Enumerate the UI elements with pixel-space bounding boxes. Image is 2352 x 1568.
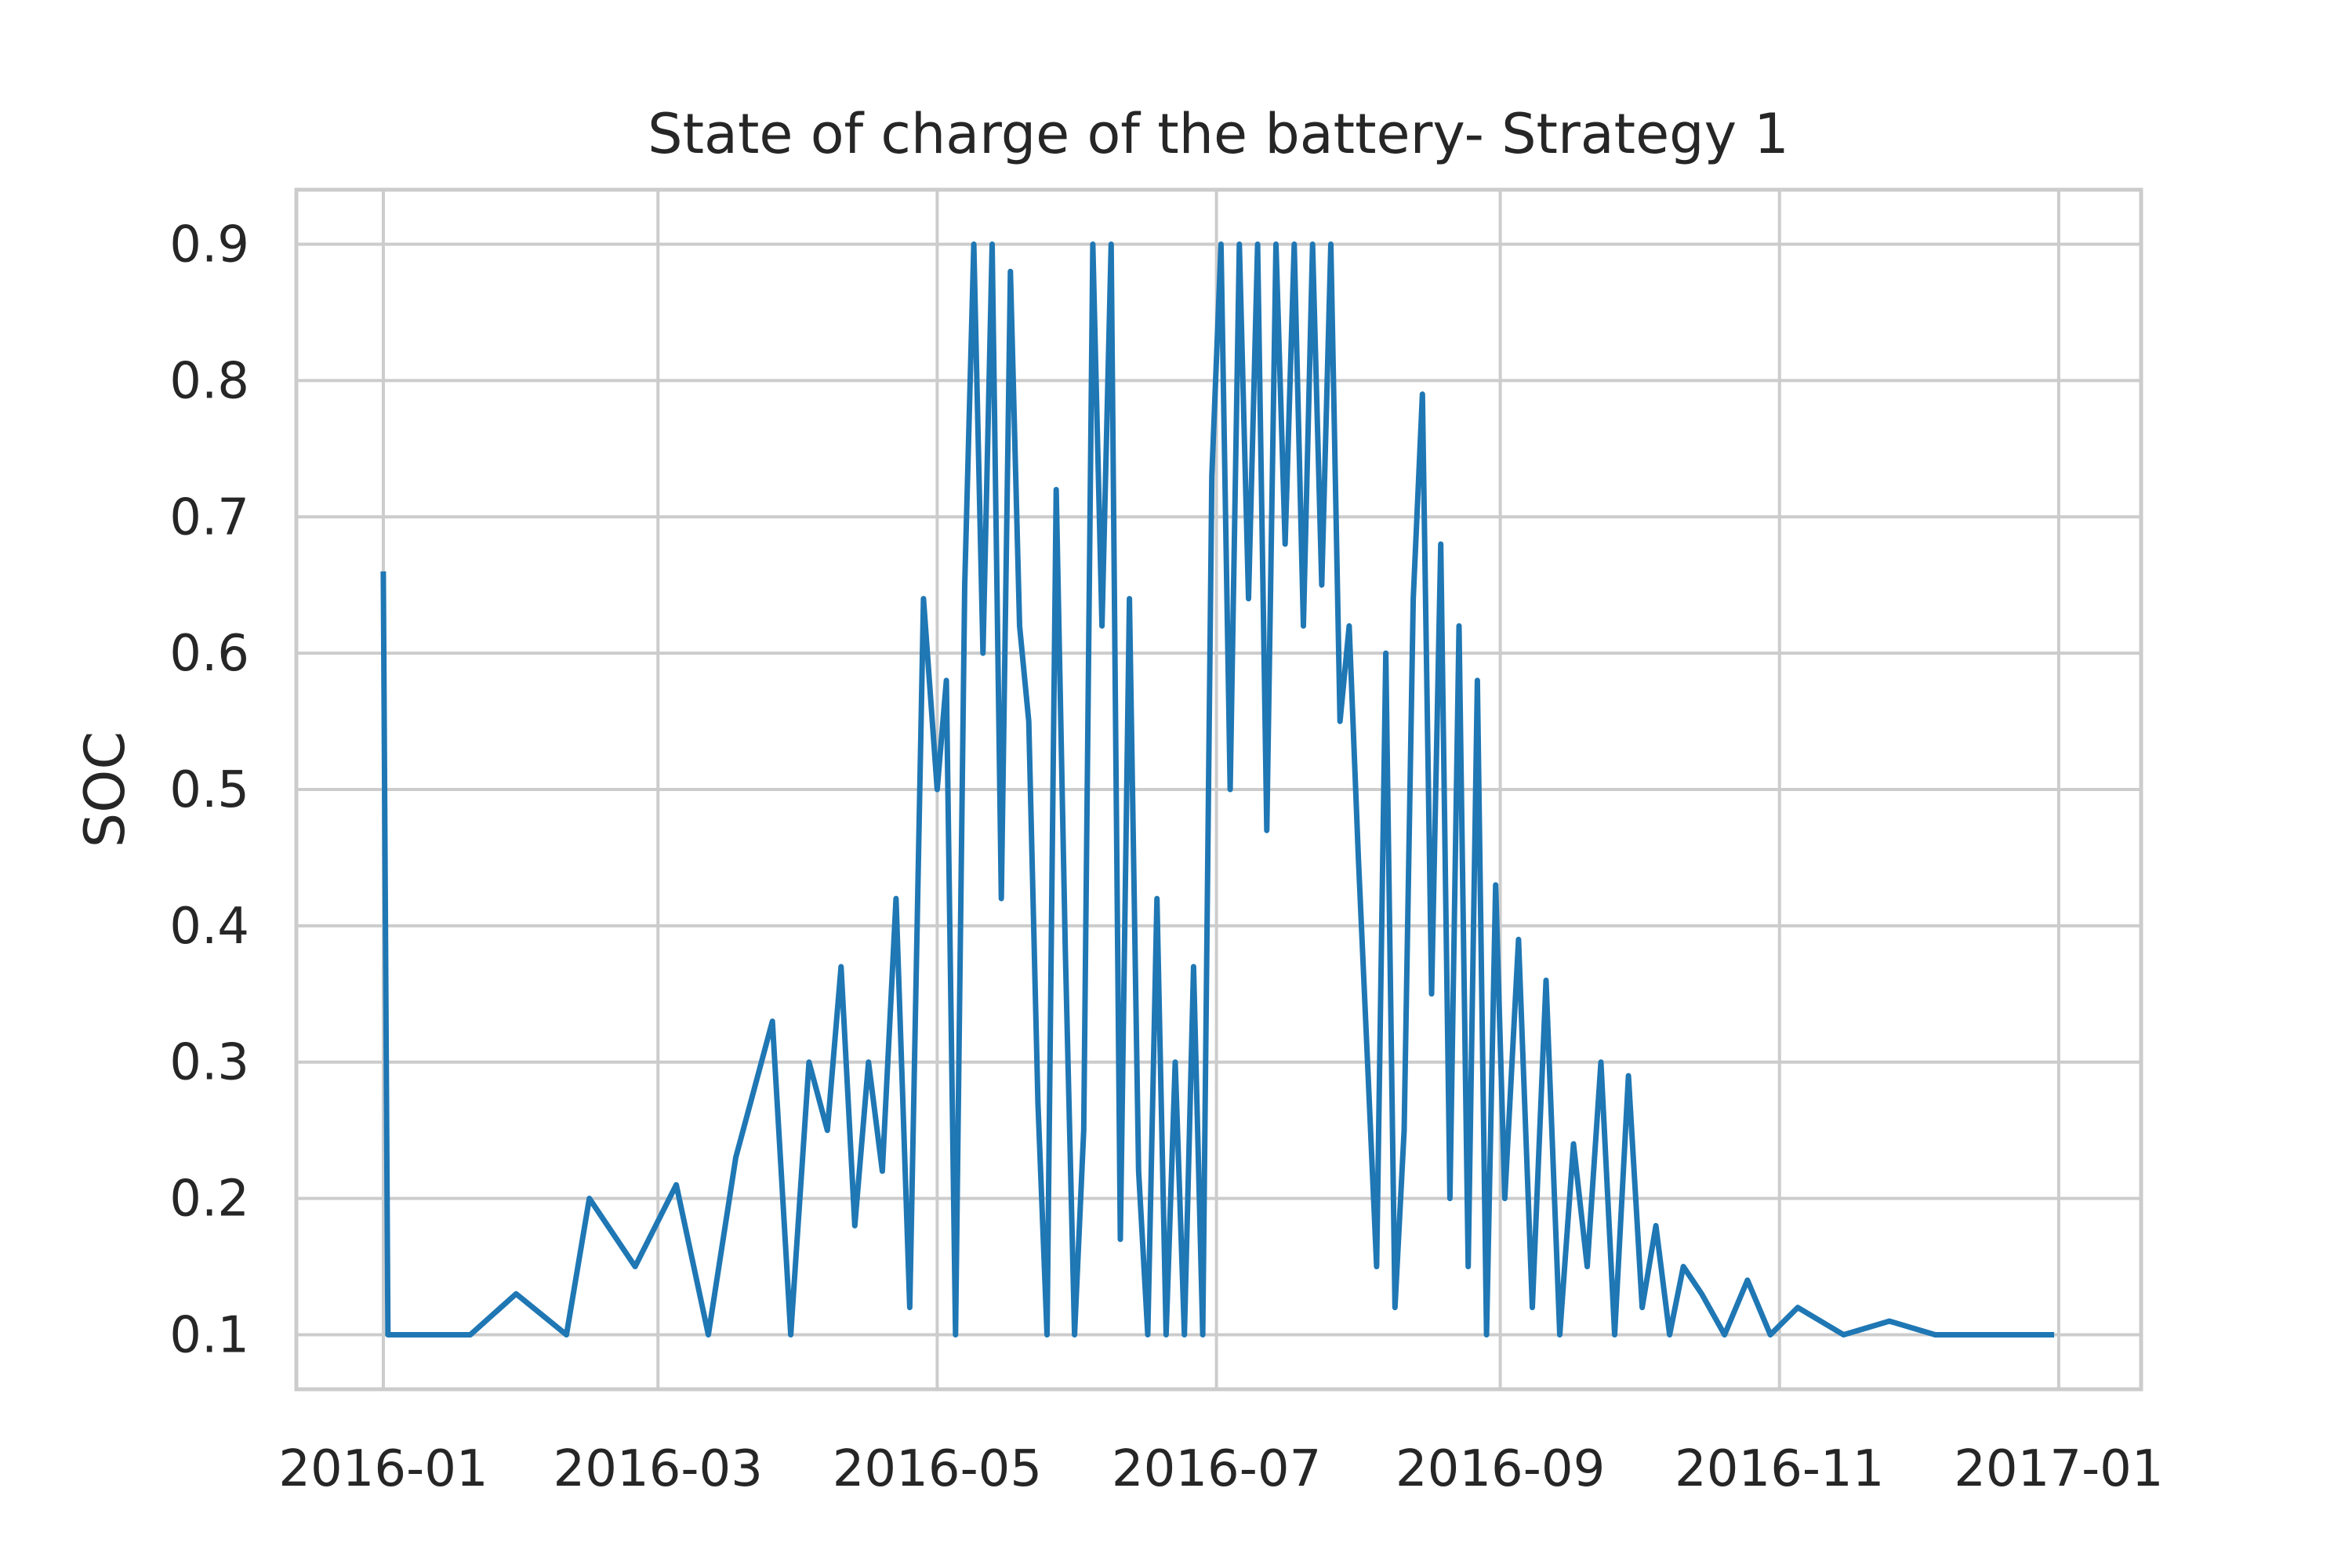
x-tick-label: 2016-03 bbox=[554, 1440, 763, 1498]
x-tick-labels: 2016-01 2016-03 2016-05 2016-07 2016-09 2016-… bbox=[278, 1440, 2163, 1498]
y-tick-label: 0.9 bbox=[169, 216, 249, 274]
y-tick-label: 0.1 bbox=[169, 1306, 249, 1364]
y-tick-label: 0.2 bbox=[169, 1171, 249, 1229]
x-tick-label: 2016-01 bbox=[278, 1440, 488, 1498]
y-tick-label: 0.8 bbox=[169, 352, 249, 410]
y-tick-label: 0.5 bbox=[169, 761, 249, 819]
grid-lines bbox=[296, 190, 2141, 1389]
x-tick-label: 2016-05 bbox=[833, 1440, 1042, 1498]
x-tick-label: 2016-11 bbox=[1675, 1440, 1884, 1498]
y-tick-label: 0.4 bbox=[169, 898, 249, 956]
y-tick-label: 0.7 bbox=[169, 488, 249, 546]
y-axis-label: SOC bbox=[73, 731, 137, 848]
chart-title: State of charge of the battery- Strategy… bbox=[648, 102, 1789, 166]
x-tick-label: 2016-07 bbox=[1112, 1440, 1321, 1498]
y-tick-label: 0.6 bbox=[169, 625, 249, 683]
y-tick-label: 0.3 bbox=[169, 1034, 249, 1092]
x-tick-label: 2016-09 bbox=[1396, 1440, 1605, 1498]
series-line bbox=[380, 241, 2055, 1338]
x-tick-label: 2017-01 bbox=[1954, 1440, 2163, 1498]
y-tick-labels: 0.1 0.2 0.3 0.4 0.5 0.6 0.7 0.8 0.9 bbox=[169, 216, 249, 1365]
soc-series-line bbox=[380, 241, 2055, 1338]
